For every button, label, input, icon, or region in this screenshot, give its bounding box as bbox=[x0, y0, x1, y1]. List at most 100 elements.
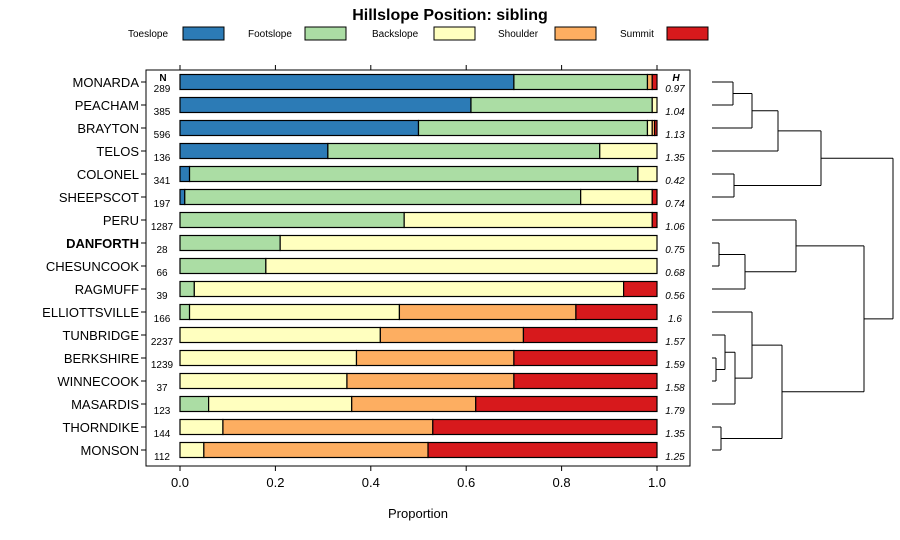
bar-segment-monson-summit bbox=[427, 441, 658, 459]
bar-segment-peacham-backslope bbox=[651, 96, 658, 114]
row-label-danforth: DANFORTH bbox=[66, 236, 139, 251]
bar-segment-thorndike-shoulder bbox=[222, 418, 434, 436]
row-n-value: 166 bbox=[154, 314, 171, 325]
row-label-elliottsville: ELLIOTTSVILLE bbox=[42, 305, 139, 320]
bar-segment-monson-shoulder bbox=[203, 441, 429, 459]
bar-segment-tunbridge-shoulder bbox=[379, 326, 525, 344]
bar-segment-ragmuff-summit bbox=[623, 280, 658, 298]
bar-segment-elliottsville-summit bbox=[575, 303, 658, 321]
bar-segment-danforth-backslope bbox=[279, 234, 658, 252]
legend-swatch-shoulder bbox=[554, 26, 597, 41]
bar-segment-chesuncook-footslope bbox=[179, 257, 267, 275]
legend-label-footslope: Footslope bbox=[248, 29, 292, 40]
row-h-value: 0.75 bbox=[665, 245, 685, 256]
bar-segment-monarda-toeslope bbox=[179, 73, 515, 91]
row-n-value: 123 bbox=[154, 406, 171, 417]
row-n-value: 197 bbox=[154, 199, 171, 210]
row-n-value: 66 bbox=[156, 268, 168, 279]
bar-segment-monson-backslope bbox=[179, 441, 205, 459]
bar-segment-tunbridge-summit bbox=[522, 326, 658, 344]
legend-label-backslope: Backslope bbox=[372, 29, 419, 40]
bar-segment-berkshire-summit bbox=[513, 349, 658, 367]
row-h-value: 0.74 bbox=[665, 199, 685, 210]
bar-segment-masardis-backslope bbox=[208, 395, 353, 413]
row-label-winnecook: WINNECOOK bbox=[57, 374, 139, 389]
bar-segment-masardis-footslope bbox=[179, 395, 210, 413]
row-h-value: 0.68 bbox=[665, 268, 685, 279]
row-label-monarda: MONARDA bbox=[73, 75, 140, 90]
bar-segment-telos-toeslope bbox=[179, 142, 329, 160]
legend-label-summit: Summit bbox=[620, 29, 654, 40]
row-h-value: 0.56 bbox=[665, 291, 685, 302]
bar-segment-ragmuff-backslope bbox=[193, 280, 625, 298]
x-tick-label: 1.0 bbox=[648, 475, 666, 490]
row-h-value: 1.35 bbox=[665, 153, 685, 164]
bar-segment-winnecook-summit bbox=[513, 372, 658, 390]
bar-segment-peru-backslope bbox=[403, 211, 653, 229]
row-n-value: 1287 bbox=[151, 222, 174, 233]
bar-segment-colonel-backslope bbox=[637, 165, 658, 183]
row-n-value: 596 bbox=[154, 130, 171, 141]
chart-title: Hillslope Position: sibling bbox=[352, 7, 548, 24]
bar-segment-berkshire-backslope bbox=[179, 349, 358, 367]
row-label-peacham: PEACHAM bbox=[75, 98, 139, 113]
bar-segment-peru-summit bbox=[651, 211, 658, 229]
row-h-value: 1.04 bbox=[665, 107, 685, 118]
bar-segment-sheepscot-backslope bbox=[580, 188, 653, 206]
dendrogram bbox=[712, 81, 894, 451]
legend-swatch-summit bbox=[666, 26, 709, 41]
bar-segment-masardis-summit bbox=[475, 395, 658, 413]
bar-segment-berkshire-shoulder bbox=[355, 349, 515, 367]
row-label-thorndike: THORNDIKE bbox=[62, 420, 139, 435]
legend-swatch-toeslope bbox=[182, 26, 225, 41]
bar-segment-elliottsville-footslope bbox=[179, 303, 191, 321]
plot-frame bbox=[145, 69, 691, 467]
row-label-telos: TELOS bbox=[96, 144, 139, 159]
bar-segment-colonel-toeslope bbox=[179, 165, 191, 183]
bar-segment-thorndike-backslope bbox=[179, 418, 224, 436]
row-h-value: 1.06 bbox=[665, 222, 685, 233]
row-label-tunbridge: TUNBRIDGE bbox=[62, 328, 139, 343]
row-n-value: 112 bbox=[154, 452, 170, 463]
row-label-ragmuff: RAGMUFF bbox=[75, 282, 139, 297]
row-label-masardis: MASARDIS bbox=[71, 397, 139, 412]
bar-segment-telos-backslope bbox=[599, 142, 658, 160]
legend-swatch-footslope bbox=[304, 26, 347, 41]
row-h-value: 1.57 bbox=[665, 337, 685, 348]
bar-segment-brayton-backslope bbox=[646, 119, 653, 137]
x-tick-label: 0.0 bbox=[171, 475, 189, 490]
bar-segment-ragmuff-footslope bbox=[179, 280, 195, 298]
n-header: N bbox=[159, 73, 166, 84]
legend-label-shoulder: Shoulder bbox=[498, 29, 539, 40]
x-tick-label: 0.2 bbox=[266, 475, 284, 490]
x-axis-label: Proportion bbox=[388, 506, 448, 521]
plot-area: 0.0 0.2 0.4 0.6 0.8 1.0 Proportion N H MONARDA 289… bbox=[42, 65, 691, 521]
row-h-value: 0.97 bbox=[665, 84, 685, 95]
bar-segment-chesuncook-backslope bbox=[265, 257, 658, 275]
bar-segment-thorndike-summit bbox=[432, 418, 658, 436]
row-n-value: 341 bbox=[154, 176, 171, 187]
bar-segment-monarda-footslope bbox=[513, 73, 649, 91]
row-h-value: 0.42 bbox=[665, 176, 685, 187]
bar-segment-sheepscot-toeslope bbox=[179, 188, 186, 206]
bar-segment-danforth-footslope bbox=[179, 234, 281, 252]
bar-segment-elliottsville-shoulder bbox=[398, 303, 577, 321]
row-n-value: 37 bbox=[156, 383, 168, 394]
row-h-value: 1.35 bbox=[665, 429, 685, 440]
bar-segment-winnecook-shoulder bbox=[346, 372, 515, 390]
row-n-value: 289 bbox=[154, 84, 171, 95]
bar-segment-brayton-toeslope bbox=[179, 119, 420, 137]
bar-segment-peacham-toeslope bbox=[179, 96, 472, 114]
bar-segment-sheepscot-footslope bbox=[184, 188, 582, 206]
legend-label-toeslope: Toeslope bbox=[128, 29, 168, 40]
bar-segment-brayton-summit bbox=[654, 119, 658, 137]
row-n-value: 2237 bbox=[151, 337, 174, 348]
bar-segment-brayton-footslope bbox=[417, 119, 649, 137]
row-h-value: 1.58 bbox=[665, 383, 685, 394]
h-header: H bbox=[672, 73, 680, 84]
bar-segment-sheepscot-summit bbox=[651, 188, 658, 206]
bar-segment-monarda-shoulder bbox=[646, 73, 653, 91]
row-label-chesuncook: CHESUNCOOK bbox=[46, 259, 140, 274]
row-label-colonel: COLONEL bbox=[77, 167, 139, 182]
